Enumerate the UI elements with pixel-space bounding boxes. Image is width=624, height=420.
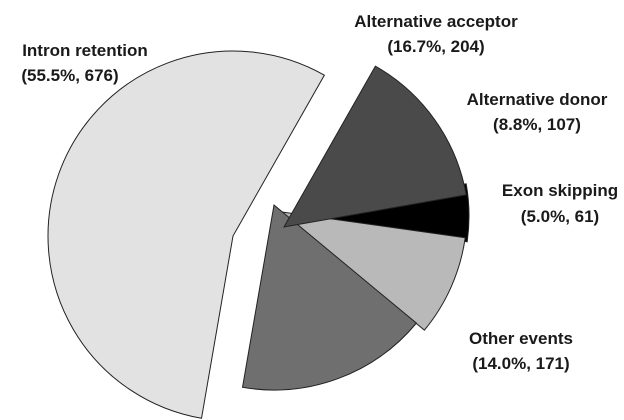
value-intron-retention: (55.5%, 676) — [21, 66, 118, 85]
value-alternative-acceptor: (16.7%, 204) — [387, 37, 484, 56]
label-alternative-acceptor: Alternative acceptor — [354, 12, 518, 31]
value-alternative-donor: (8.8%, 107) — [493, 115, 581, 134]
pie-slices — [47, 50, 470, 419]
value-exon-skipping: (5.0%, 61) — [521, 207, 599, 226]
label-alternative-donor: Alternative donor — [467, 90, 608, 109]
pie-slice-alternative-acceptor — [241, 204, 418, 391]
label-intron-retention: Intron retention — [22, 41, 148, 60]
value-other-events: (14.0%, 171) — [472, 354, 569, 373]
label-other-events: Other events — [469, 329, 573, 348]
label-exon-skipping: Exon skipping — [502, 181, 618, 200]
pie-slice-intron-retention — [47, 50, 326, 419]
pie-slice-alternative-donor — [280, 211, 466, 331]
pie-slice-other-events — [283, 65, 467, 228]
